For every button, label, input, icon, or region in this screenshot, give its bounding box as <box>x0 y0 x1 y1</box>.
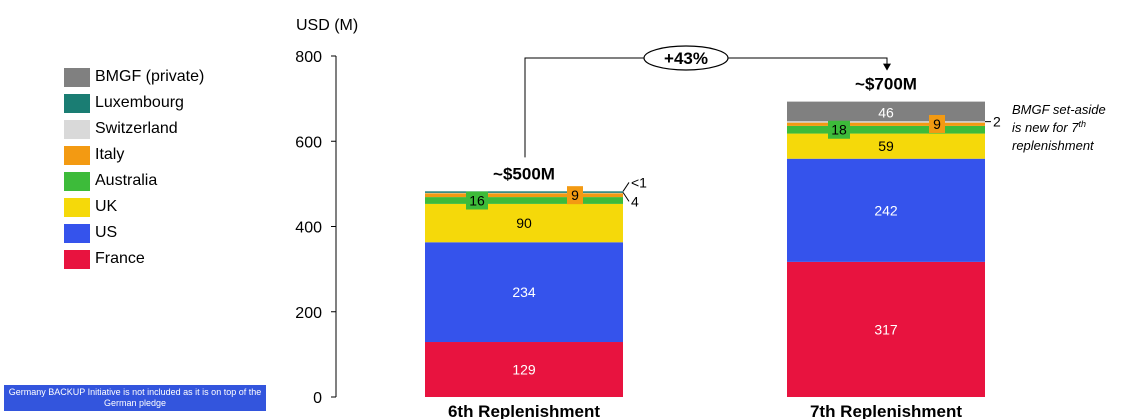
data-label-italy: 9 <box>933 116 941 132</box>
legend-swatch <box>64 197 90 217</box>
legend-label: UK <box>95 198 118 215</box>
data-label-switzerland: 4 <box>631 193 639 209</box>
y-tick-label: 0 <box>313 390 322 407</box>
legend-swatch <box>64 67 90 87</box>
data-label-france: 129 <box>512 362 536 378</box>
data-label-luxembourg: <1 <box>631 174 647 190</box>
y-tick-label: 200 <box>295 305 322 322</box>
data-label-australia: 18 <box>831 122 847 138</box>
legend-swatch <box>64 119 90 139</box>
legend-item-switzerland: Switzerland <box>64 116 204 142</box>
data-label-uk: 59 <box>878 138 894 154</box>
legend-label: Italy <box>95 146 125 163</box>
bar-segment-us <box>787 158 985 262</box>
legend-item-uk: UK <box>64 194 204 220</box>
data-label-france: 317 <box>874 321 898 337</box>
y-tick-label: 600 <box>295 134 322 151</box>
data-label-box <box>567 186 583 205</box>
annotation-line: replenishment <box>1012 138 1095 153</box>
legend-label: Luxembourg <box>95 94 184 111</box>
data-label-bmgf-private: 46 <box>878 104 894 120</box>
legend-item-luxembourg: Luxembourg <box>64 90 204 116</box>
growth-arrowhead <box>883 63 891 71</box>
legend-label: US <box>95 224 118 241</box>
legend: BMGF (private) Luxembourg Switzerland It… <box>64 64 204 272</box>
bar-segment-italy <box>787 122 985 126</box>
data-label-australia: 16 <box>469 192 485 208</box>
legend-label: France <box>95 250 145 267</box>
leader-line <box>622 192 630 202</box>
y-axis-title: USD (M) <box>296 17 358 34</box>
bar-segment-australia <box>425 197 623 204</box>
legend-item-italy: Italy <box>64 142 204 168</box>
footnote-box: Germany BACKUP Initiative is not include… <box>4 385 266 411</box>
legend-swatch <box>64 249 90 269</box>
legend-item-australia: Australia <box>64 168 204 194</box>
data-label-us: 242 <box>874 202 898 218</box>
data-label-box <box>466 191 488 210</box>
legend-item-bmgf: BMGF (private) <box>64 64 204 90</box>
annotation-line: BMGF set-aside <box>1012 102 1106 117</box>
legend-swatch <box>64 223 90 243</box>
category-label: 6th Replenishment <box>448 402 600 419</box>
data-label-italy: 9 <box>571 187 579 203</box>
annotation-line: is new for 7th <box>1012 119 1086 135</box>
legend-swatch <box>64 171 90 191</box>
bar-segment-uk <box>425 203 623 243</box>
legend-item-france: France <box>64 246 204 272</box>
bar-segment-france <box>425 342 623 397</box>
y-tick-label: 400 <box>295 220 322 237</box>
category-label: 7th Replenishment <box>810 402 962 419</box>
data-label-box <box>828 120 850 139</box>
legend-swatch <box>64 93 90 113</box>
total-label: ~$700M <box>855 75 917 94</box>
total-label: ~$500M <box>493 164 555 183</box>
legend-swatch <box>64 145 90 165</box>
bar-segment-uk <box>787 133 985 159</box>
data-label-uk: 90 <box>516 215 532 231</box>
leader-line <box>622 182 630 192</box>
legend-label: Switzerland <box>95 120 178 137</box>
data-label-us: 234 <box>512 284 536 300</box>
legend-item-us: US <box>64 220 204 246</box>
bar-segment-us <box>425 242 623 343</box>
bar-segment-australia <box>787 125 985 134</box>
bar-segment-france <box>787 261 985 397</box>
bar-segment-luxembourg <box>425 191 623 193</box>
legend-label: Australia <box>95 172 158 189</box>
bar-segment-italy <box>425 193 623 198</box>
y-tick-label: 800 <box>295 49 322 66</box>
legend-label: BMGF (private) <box>95 68 205 85</box>
growth-label: +43% <box>664 49 708 68</box>
bar-segment-switzerland <box>787 121 985 123</box>
data-label-box <box>929 114 945 133</box>
data-label-switzerland: 2 <box>993 114 1001 130</box>
growth-badge <box>643 45 729 71</box>
